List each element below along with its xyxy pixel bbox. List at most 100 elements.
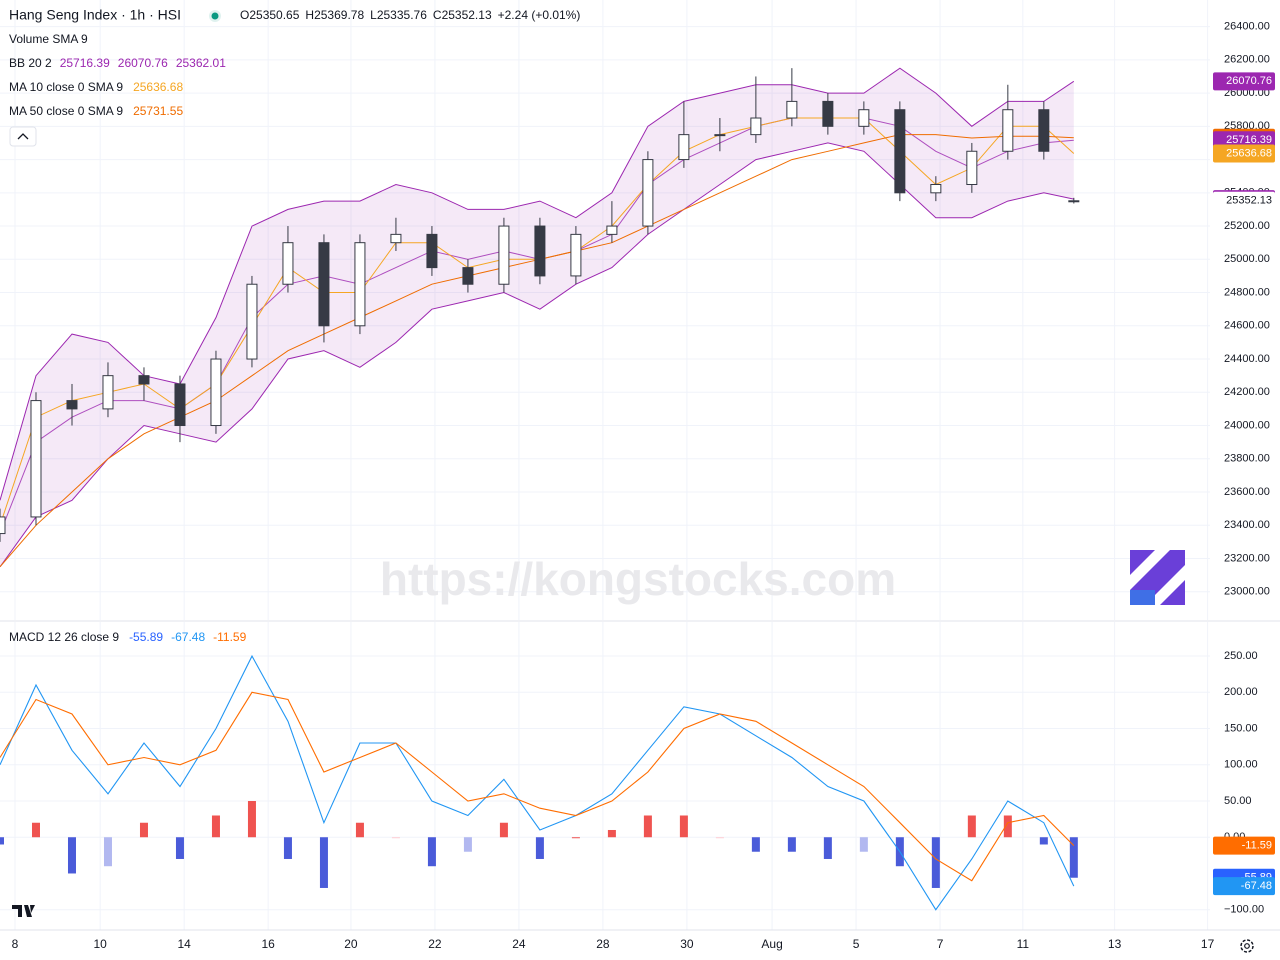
legend-text: 25716.39 [60, 56, 110, 70]
x-tick-label: Aug [761, 937, 782, 951]
x-tick-label: 8 [12, 937, 19, 951]
grid [0, 0, 1210, 930]
y-tick-label: 25200.00 [1224, 220, 1270, 232]
x-tick-label: 14 [177, 937, 191, 951]
legend: Hang Seng Index · 1h · HSI O25350.65 H253… [9, 7, 580, 644]
candle-body [174, 383, 186, 427]
y-tick-label: 26400.00 [1224, 21, 1270, 33]
y-tick-label: 24600.00 [1224, 320, 1270, 332]
signal-line [0, 691, 1075, 882]
candle-body [246, 283, 258, 360]
y-tick-label: 23400.00 [1224, 519, 1270, 531]
histogram-bar [391, 837, 400, 839]
candle-body [1068, 200, 1080, 203]
bb-legend: BB 20 2 25716.39 26070.76 25362.01 [9, 56, 226, 70]
brand-logo [1130, 550, 1185, 605]
price-tag [1213, 144, 1275, 163]
legend-text: 26070.76 [118, 56, 168, 70]
legend-text: -55.89 [129, 630, 163, 644]
ma10-legend: MA 10 close 0 SMA 9 25636.68 [9, 80, 183, 94]
candle-body [966, 150, 978, 186]
legend-text: 25636.68 [133, 80, 183, 94]
macd-line [0, 654, 1075, 911]
y-tick-label: −100.00 [1224, 904, 1264, 916]
y-tick-label: 23000.00 [1224, 586, 1270, 598]
x-tick-label: 17 [1201, 937, 1215, 951]
histogram-bar [139, 822, 148, 838]
candle-body [1002, 109, 1014, 152]
gear-outer[interactable] [1240, 939, 1254, 953]
x-tick-label: 16 [261, 937, 275, 951]
x-tick-label: 30 [680, 937, 694, 951]
price-tag-label: 25352.13 [1226, 195, 1272, 207]
x-tick-label: 7 [937, 937, 944, 951]
histogram-bar [175, 837, 184, 859]
legend-text: MA 50 close 0 SMA 9 [9, 104, 123, 118]
x-tick-label: 5 [853, 937, 860, 951]
candle-body [534, 225, 546, 277]
legend-text: 25369.78 [314, 8, 364, 22]
price-tag-label: 25716.39 [1226, 134, 1272, 146]
legend-text: O [240, 8, 249, 22]
price-tag [1213, 836, 1275, 855]
histogram-bar [499, 822, 508, 838]
histogram-bar [31, 822, 40, 838]
histogram-bar [1039, 837, 1048, 845]
x-tick-label: 24 [512, 937, 526, 951]
candle-body [570, 233, 582, 277]
price-tag-label: -67.48 [1241, 880, 1272, 892]
ohlc-values: O25350.65 H25369.78 L25335.76 C25352.13 +2.2… [240, 8, 580, 22]
legend-text: 25362.01 [176, 56, 226, 70]
y-tick-label: 100.00 [1224, 759, 1258, 771]
histogram-bar [607, 829, 616, 838]
price-tag [1213, 72, 1275, 91]
histogram-bar [679, 815, 688, 838]
histogram-bar [643, 815, 652, 838]
y-tick-label: 200.00 [1224, 686, 1258, 698]
tv-logo-mark [12, 905, 35, 917]
candle-body [282, 242, 294, 285]
candle-body [930, 184, 942, 194]
collapse-button[interactable] [9, 126, 37, 147]
candle-body [498, 225, 510, 285]
histogram-bar [247, 801, 256, 838]
legend-text: 25731.55 [133, 104, 183, 118]
y-tick-label: 23800.00 [1224, 453, 1270, 465]
marks: 23000.00 23200.00 23400.00 23600.00 23800.00… [0, 21, 1275, 951]
histogram-bar [1003, 815, 1012, 838]
histogram-bar [535, 837, 544, 859]
watermark: https://kongstocks.com [380, 553, 896, 605]
histogram-bar [319, 837, 328, 888]
price-tag-label: 26070.76 [1226, 75, 1272, 87]
legend-text: H [305, 8, 314, 22]
price-tag-label: 25636.68 [1226, 147, 1272, 159]
histogram-bar [103, 837, 112, 867]
legend-text: L [370, 8, 377, 22]
macd-legend: MACD 12 26 close 9 -55.89 -67.48 -11.59 [9, 630, 247, 644]
legend-text: +2.24 (+0.01%) [498, 8, 581, 22]
candle-body [642, 159, 654, 227]
y-tick-label: 24000.00 [1224, 419, 1270, 431]
settings-gear[interactable] [1240, 939, 1254, 953]
histogram-bar [1069, 837, 1078, 878]
x-tick-label: 22 [428, 937, 442, 951]
symbol-title: Hang Seng Index · 1h · HSI [9, 7, 181, 23]
histogram-bar [823, 837, 832, 859]
candle-body [102, 375, 114, 410]
gear-inner[interactable] [1244, 943, 1250, 949]
y-tick-label: 26200.00 [1224, 54, 1270, 66]
x-tick-label: 28 [596, 937, 610, 951]
histogram-bar [283, 837, 292, 859]
legend-text: MA 10 close 0 SMA 9 [9, 80, 123, 94]
histogram-bar [463, 837, 472, 852]
candle-body [318, 242, 330, 327]
histogram-bar [859, 837, 868, 852]
legend-text: BB 20 2 [9, 56, 52, 70]
ma50-legend: MA 50 close 0 SMA 9 25731.55 [9, 104, 183, 118]
histogram-bar [355, 822, 364, 838]
logo-stripe [1130, 550, 1185, 605]
candle-body [210, 358, 222, 427]
